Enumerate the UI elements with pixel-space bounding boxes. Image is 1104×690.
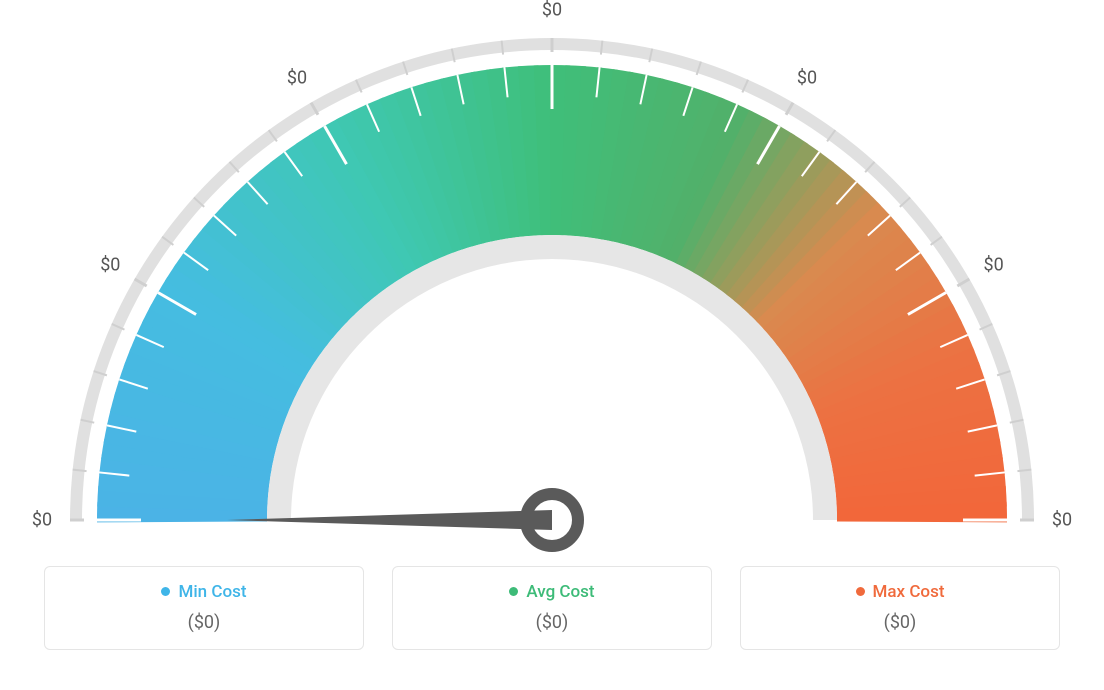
- legend-dot-min: [161, 587, 170, 596]
- legend-dot-max: [856, 587, 865, 596]
- legend-card-max: Max Cost ($0): [740, 566, 1060, 650]
- legend-title-avg: Avg Cost: [526, 582, 594, 602]
- legend-title-max: Max Cost: [873, 582, 945, 602]
- gauge-container: $0 $0 $0 $0 $0 $0 $0: [0, 0, 1104, 560]
- legend-value-min: ($0): [65, 612, 343, 633]
- legend-value-avg: ($0): [413, 612, 691, 633]
- legend-row: Min Cost ($0) Avg Cost ($0) Max Cost ($0…: [0, 566, 1104, 650]
- legend-card-min: Min Cost ($0): [44, 566, 364, 650]
- gauge-scale-label: $0: [287, 68, 307, 89]
- gauge-scale-label: $0: [100, 255, 120, 276]
- gauge-scale-label: $0: [32, 510, 52, 531]
- gauge-scale-label: $0: [1052, 510, 1072, 531]
- legend-value-max: ($0): [761, 612, 1039, 633]
- legend-dot-avg: [509, 587, 518, 596]
- gauge-scale-label: $0: [797, 68, 817, 89]
- gauge-scale-label: $0: [542, 0, 562, 21]
- gauge-scale-label: $0: [984, 255, 1004, 276]
- legend-title-min: Min Cost: [178, 582, 246, 602]
- legend-card-avg: Avg Cost ($0): [392, 566, 712, 650]
- gauge-svg: [0, 0, 1104, 560]
